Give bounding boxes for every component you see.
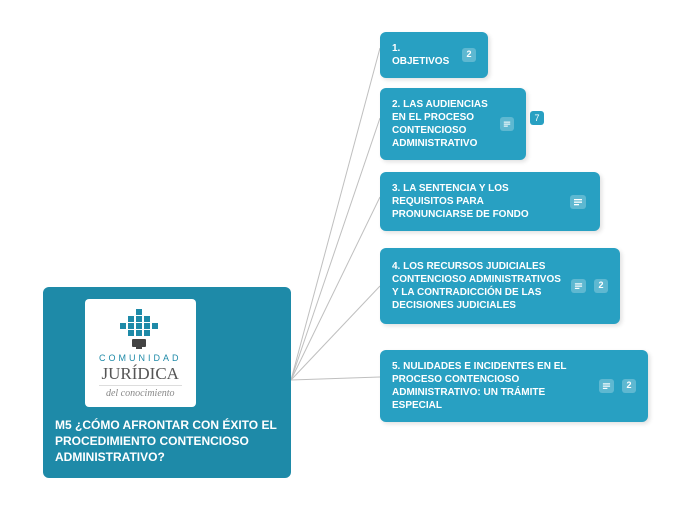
- child-count-badge: 2: [594, 279, 608, 293]
- note-icon: [599, 379, 614, 393]
- child-node-3[interactable]: 3. LA SENTENCIA Y LOS REQUISITOS PARA PR…: [380, 172, 600, 231]
- logo-text-line2: JURÍDICA: [99, 365, 182, 382]
- child-node-1[interactable]: 1. OBJETIVOS 2: [380, 32, 488, 78]
- child-node-2[interactable]: 2. LAS AUDIENCIAS EN EL PROCESO CONTENCI…: [380, 88, 526, 160]
- root-title: M5 ¿CÓMO AFRONTAR CON ÉXITO EL PROCEDIMI…: [55, 417, 279, 466]
- child-count-badge: 7: [530, 111, 544, 125]
- logo-text-line3: del conocimiento: [99, 385, 182, 399]
- root-node[interactable]: COMUNIDAD JURÍDICA del conocimiento M5 ¿…: [43, 287, 291, 478]
- note-icon: [570, 195, 586, 209]
- child-label: 1. OBJETIVOS: [392, 42, 454, 68]
- note-icon: [500, 117, 514, 131]
- child-node-4[interactable]: 4. LOS RECURSOS JUDICIALES CONTENCIOSO A…: [380, 248, 620, 324]
- logo-text-line1: COMUNIDAD: [99, 353, 182, 363]
- child-node-5[interactable]: 5. NULIDADES E INCIDENTES EN EL PROCESO …: [380, 350, 648, 422]
- child-count-badge: 2: [462, 48, 476, 62]
- child-label: 3. LA SENTENCIA Y LOS REQUISITOS PARA PR…: [392, 182, 562, 221]
- logo-mark-icon: [99, 309, 182, 349]
- child-label: 5. NULIDADES E INCIDENTES EN EL PROCESO …: [392, 360, 591, 412]
- child-count-badge: 2: [622, 379, 636, 393]
- root-logo: COMUNIDAD JURÍDICA del conocimiento: [85, 299, 196, 407]
- child-label: 4. LOS RECURSOS JUDICIALES CONTENCIOSO A…: [392, 260, 563, 312]
- note-icon: [571, 279, 586, 293]
- child-label: 2. LAS AUDIENCIAS EN EL PROCESO CONTENCI…: [392, 98, 492, 150]
